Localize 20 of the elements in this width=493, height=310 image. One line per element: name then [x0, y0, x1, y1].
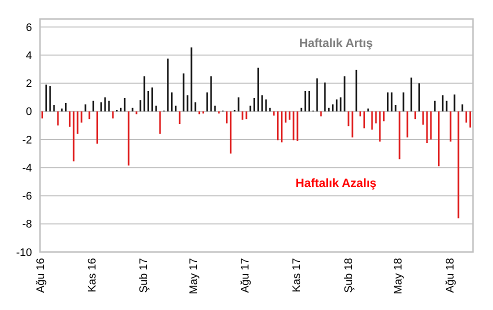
- y-tick-label: 0: [26, 106, 32, 118]
- x-tick-label: Kas 16: [86, 258, 98, 292]
- y-tick-label: 2: [26, 78, 32, 90]
- annotation: Haftalık Azalış: [296, 176, 377, 190]
- x-tick-label: Ağu 16: [34, 258, 47, 293]
- x-tick-label: Ağu 17: [240, 258, 252, 293]
- x-tick-label: Şub 17: [138, 258, 150, 293]
- y-tick-label: 4: [26, 50, 32, 62]
- y-tick-label: -4: [22, 162, 32, 174]
- x-tick-label: Ağu 18: [444, 258, 456, 293]
- y-tick-label: -6: [22, 190, 32, 203]
- y-tick-label: 6: [26, 22, 32, 34]
- x-tick-label: Kas 17: [291, 258, 304, 292]
- y-tick-label: -10: [16, 246, 32, 259]
- y-tick-label: -8: [22, 218, 32, 231]
- x-tick-label: May 17: [188, 258, 200, 294]
- x-tick-label: May 18: [392, 258, 405, 294]
- annotation: Haftalık Artış: [299, 36, 374, 50]
- y-tick-label: -2: [22, 134, 32, 146]
- x-tick-label: Şub 18: [342, 258, 355, 293]
